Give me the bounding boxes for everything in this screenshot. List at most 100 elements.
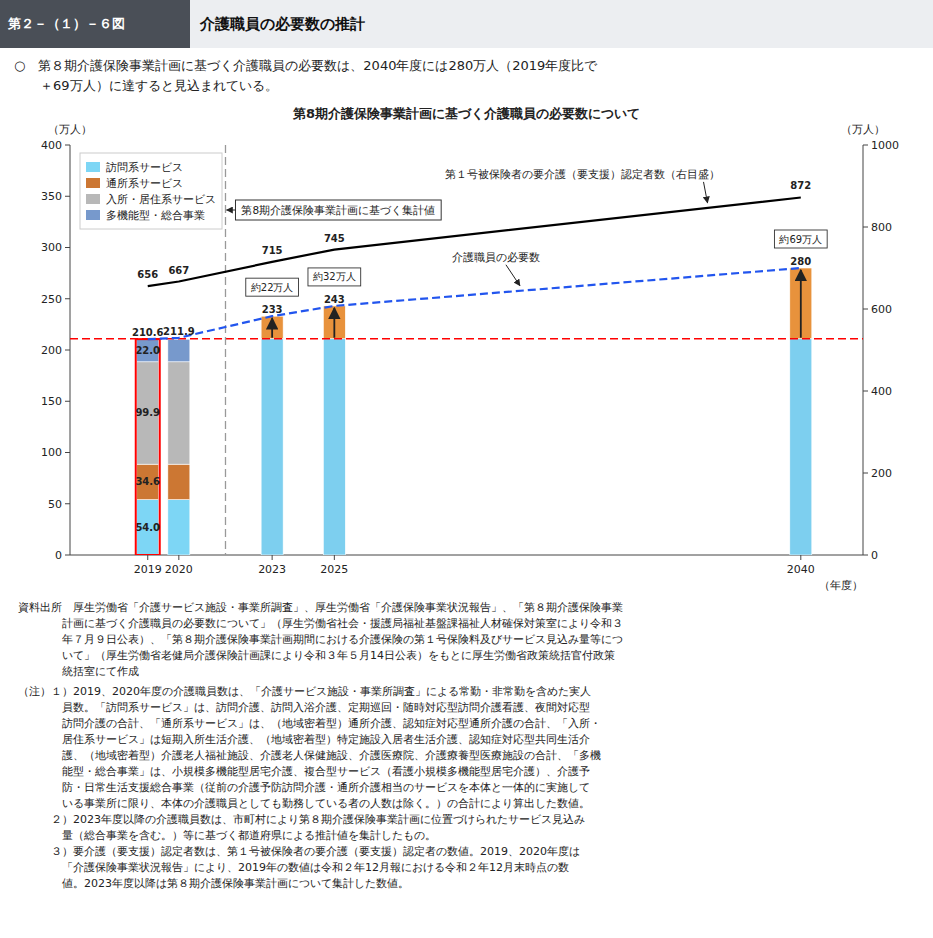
- reference-vline: [225, 145, 226, 555]
- y-tick: [65, 401, 70, 402]
- bar-segment: [323, 306, 345, 339]
- bar-segment: [168, 362, 190, 464]
- y-tick: [65, 145, 70, 146]
- plot-marks: [70, 145, 863, 555]
- increment-label-box: [774, 230, 827, 248]
- y-axis-label: （万人）: [48, 123, 92, 136]
- y2-tick: [863, 391, 868, 392]
- y-tick: [65, 196, 70, 197]
- line-data-label: 211.9: [163, 326, 195, 337]
- legend-frame: [80, 153, 222, 229]
- header-left: 第２－（１）－６図: [0, 0, 190, 48]
- x-tick-label: 2020: [165, 563, 193, 576]
- bar-segment: [168, 464, 190, 499]
- legend-swatch: [86, 194, 100, 204]
- line-data-label: 715: [262, 245, 283, 256]
- increment-arrow: [333, 308, 335, 338]
- bar-data-label: 54.0: [135, 522, 160, 533]
- line-data-label: 656: [137, 269, 158, 280]
- x-axis-label: （年度）: [819, 579, 863, 592]
- y-tick-label: 150: [41, 395, 62, 408]
- increment-arrow: [800, 270, 802, 338]
- y-tick-label: 400: [41, 139, 62, 152]
- y2-tick: [863, 145, 868, 146]
- y-tick: [65, 555, 70, 556]
- bar-data-label: 22.0: [135, 345, 160, 356]
- legend-swatch: [86, 210, 100, 220]
- x-tick: [272, 555, 273, 560]
- reference-hline: [70, 338, 863, 340]
- line-data-label: 667: [168, 265, 189, 276]
- axes: 0501001502002503003504000200400600800100…: [41, 139, 899, 576]
- notes: （注）１）2019、2020年度の介護職員数は、「介護サービス施設・事業所調査」…: [18, 684, 918, 892]
- y-tick: [65, 503, 70, 504]
- legend: 訪問系サービス通所系サービス入所・居住系サービス多機能型・総合事業: [80, 153, 222, 229]
- y-tick-label: 100: [41, 446, 62, 459]
- chart: 第8期介護保険事業計画に基づく介護職員の必要数について （万人） （万人） （年度） 0…: [0, 100, 933, 600]
- legend-entry: 通所系サービス: [106, 177, 183, 189]
- vline-annotation: 第8期介護保険事業計画に基づく集計値: [241, 204, 435, 216]
- y2-axis-line: [863, 145, 864, 555]
- bar-data-label: 約69万人: [779, 234, 822, 245]
- y-axis-line: [70, 145, 71, 555]
- x-tick: [147, 555, 148, 560]
- y2-tick-label: 600: [871, 303, 892, 316]
- bar-segment: [323, 339, 345, 555]
- y2-tick-label: 1000: [871, 139, 899, 152]
- bar-segment: [168, 339, 190, 362]
- y-tick-label: 200: [41, 344, 62, 357]
- x-tick-label: 2025: [320, 563, 348, 576]
- bar-data-label: 約22万人: [251, 282, 294, 293]
- line-series: [148, 268, 801, 339]
- bar-segment: [261, 339, 283, 555]
- line-data-label: 745: [324, 233, 345, 244]
- y-tick-label: 50: [48, 498, 62, 511]
- series-annotation: 第１号被保険者の要介護（要支援）認定者数（右目盛）: [445, 168, 720, 181]
- y-tick-label: 350: [41, 190, 62, 203]
- y-tick: [65, 452, 70, 453]
- bar-segment: [168, 500, 190, 555]
- bar-data-label: 99.9: [135, 407, 160, 418]
- x-tick: [334, 555, 335, 560]
- labels: 54.0 34.6 99.9 22.0 約22万人 約32万人 約69万人 656 667 715…: [132, 168, 827, 533]
- y2-tick-label: 0: [871, 549, 878, 562]
- annotation-arrow: [704, 182, 708, 203]
- bar-data-label: 約32万人: [313, 271, 356, 282]
- y-tick-label: 300: [41, 241, 62, 254]
- x-tick-label: 2023: [258, 563, 286, 576]
- y2-tick: [863, 227, 868, 228]
- y2-tick-label: 800: [871, 221, 892, 234]
- x-tick: [178, 555, 179, 560]
- y2-tick: [863, 309, 868, 310]
- increment-arrow: [271, 318, 273, 338]
- y-tick: [65, 350, 70, 351]
- y-tick-label: 250: [41, 293, 62, 306]
- source: 資料出所 厚生労働省「介護サービス施設・事業所調査」、厚生労働省「介護保険事業状…: [18, 600, 918, 680]
- x-tick-label: 2019: [134, 563, 162, 576]
- x-tick: [800, 555, 801, 560]
- increment-label-box: [246, 278, 299, 296]
- line-data-label: 210.6: [132, 327, 164, 338]
- chart-title: 第8期介護保険事業計画に基づく介護職員の必要数について: [292, 106, 640, 121]
- increment-label-box: [308, 268, 361, 286]
- legend-entry: 訪問系サービス: [106, 161, 183, 173]
- y2-tick-label: 200: [871, 467, 892, 480]
- bar-data-label: 34.6: [135, 476, 160, 487]
- highlight-box: [136, 339, 160, 555]
- line-data-label: 243: [324, 294, 345, 305]
- line-data-label: 872: [790, 180, 811, 191]
- annotation-box: [235, 200, 441, 220]
- annotation-arrow: [506, 265, 520, 286]
- y2-axis-label: （万人）: [841, 123, 885, 136]
- bar-segment: [790, 339, 812, 555]
- bar-segment: [790, 268, 812, 339]
- line-data-label: 233: [262, 304, 283, 315]
- y2-tick: [863, 555, 868, 556]
- line-data-label: 280: [790, 256, 811, 267]
- x-tick-label: 2040: [787, 563, 815, 576]
- legend-entry: 入所・居住系サービス: [106, 193, 216, 205]
- series-annotation: 介護職員の必要数: [452, 251, 540, 264]
- bar-segment: [261, 316, 283, 339]
- legend-swatch: [86, 162, 100, 172]
- y2-tick: [863, 473, 868, 474]
